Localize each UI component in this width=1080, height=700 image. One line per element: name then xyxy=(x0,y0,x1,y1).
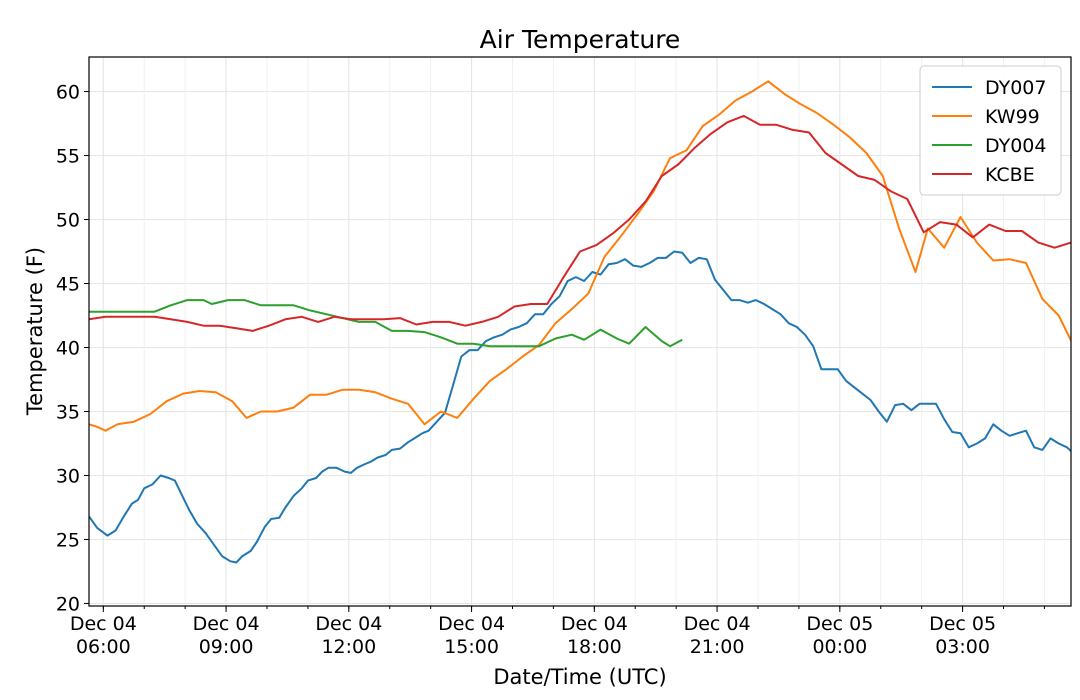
x-tick-label-time: 21:00 xyxy=(690,636,745,658)
y-tick-label: 60 xyxy=(56,82,80,104)
y-tick-label: 45 xyxy=(56,274,80,296)
chart-title: Air Temperature xyxy=(480,25,681,54)
x-tick-label-time: 18:00 xyxy=(567,636,622,658)
legend-label-kcbe: KCBE xyxy=(985,164,1035,186)
x-tick-label-time: 00:00 xyxy=(812,636,867,658)
x-tick-label-time: 12:00 xyxy=(321,636,376,658)
x-tick-label-time: 09:00 xyxy=(199,636,254,658)
x-tick-label-date: Dec 04 xyxy=(315,613,382,635)
y-tick-label: 25 xyxy=(56,529,80,551)
x-tick-label-time: 03:00 xyxy=(935,636,990,658)
x-tick-label-date: Dec 04 xyxy=(561,613,628,635)
x-tick-label-date: Dec 05 xyxy=(929,613,996,635)
y-axis-title: Temperature (F) xyxy=(23,247,47,416)
series-line-dy007 xyxy=(89,250,1071,564)
x-tick-label-date: Dec 05 xyxy=(806,613,873,635)
legend: DY007 KW99 DY004 KCBE xyxy=(919,65,1062,196)
y-axis: 20 25 30 35 40 45 50 55 60 xyxy=(56,82,89,615)
x-tick-label-date: Dec 04 xyxy=(70,613,137,635)
grid xyxy=(89,57,1071,606)
x-axis-title: Date/Time (UTC) xyxy=(493,665,666,689)
x-tick-label-date: Dec 04 xyxy=(193,613,260,635)
plot-frame xyxy=(88,56,1072,607)
y-tick-label: 40 xyxy=(56,337,80,359)
y-tick-label: 20 xyxy=(56,593,80,615)
legend-label-dy004: DY004 xyxy=(985,135,1046,157)
y-tick-label: 30 xyxy=(56,465,80,487)
y-tick-label: 55 xyxy=(56,146,80,168)
y-tick-label: 50 xyxy=(56,210,80,232)
y-tick-label: 35 xyxy=(56,401,80,423)
series-line-dy004 xyxy=(89,299,683,348)
x-tick-label-time: 15:00 xyxy=(444,636,499,658)
x-tick-label-date: Dec 04 xyxy=(438,613,505,635)
legend-label-dy007: DY007 xyxy=(985,77,1046,99)
legend-label-kw99: KW99 xyxy=(985,106,1040,128)
x-tick-label-time: 06:00 xyxy=(76,636,131,658)
series-line-kcbe xyxy=(89,114,1071,332)
x-tick-label-date: Dec 04 xyxy=(684,613,751,635)
legend-frame xyxy=(919,65,1062,196)
series-lines xyxy=(89,80,1071,564)
